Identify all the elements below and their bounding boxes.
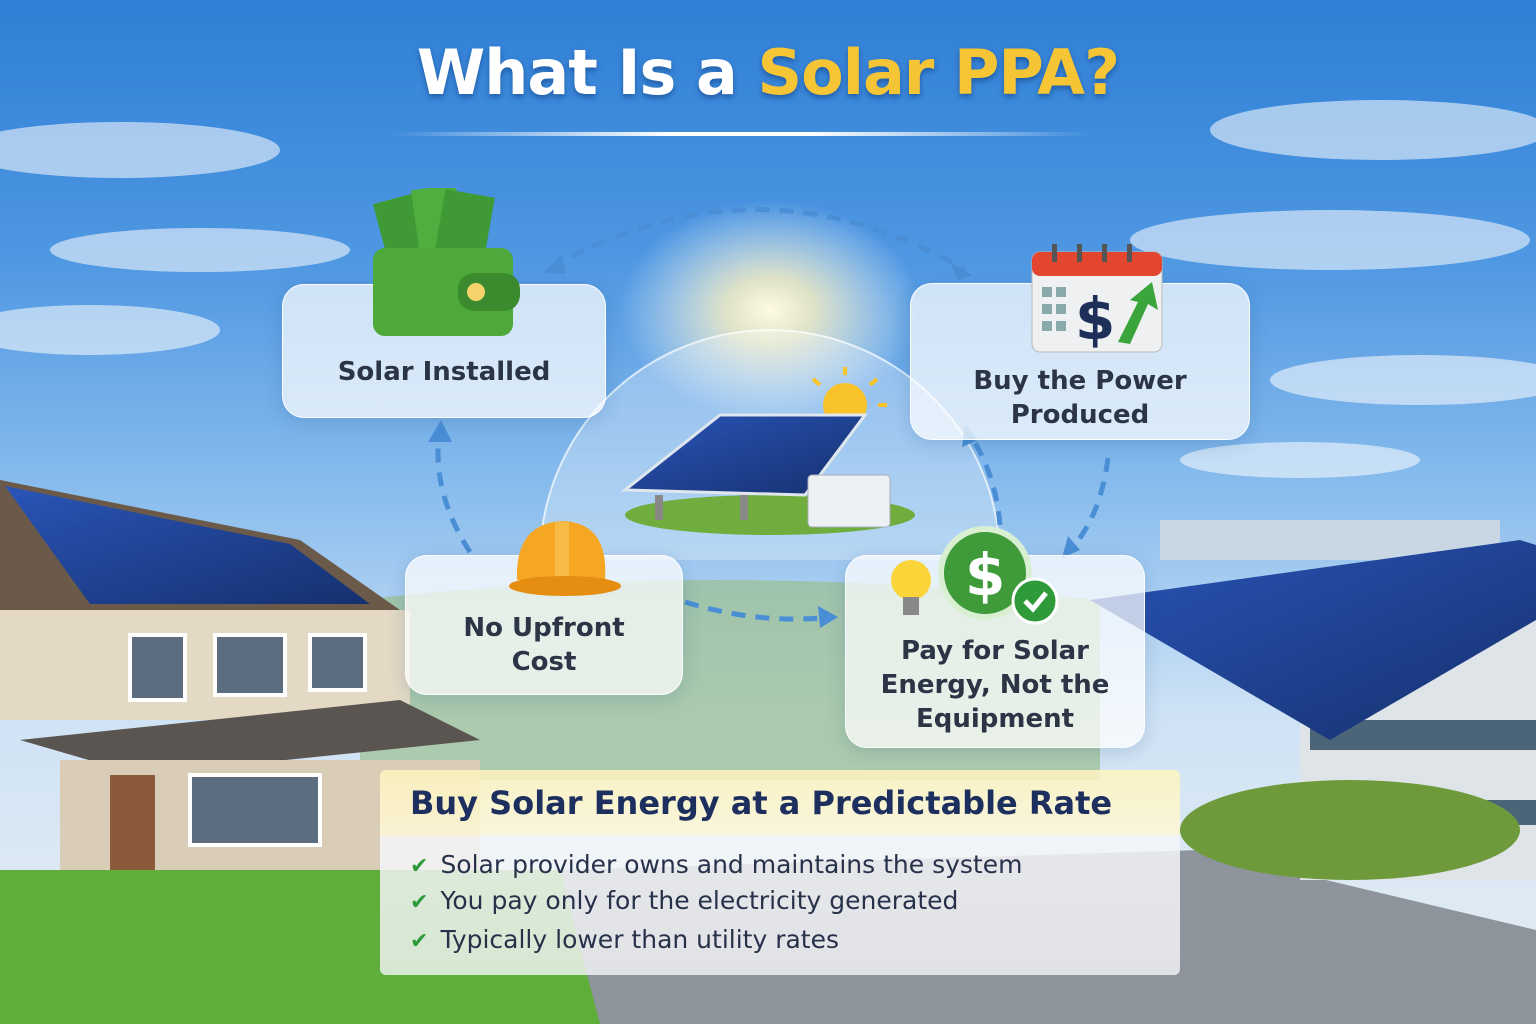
sun-glow xyxy=(620,200,920,420)
step-pay-for-energy: Pay for Solar Energy, Not the Equipment xyxy=(845,555,1145,748)
step-label-line2: Produced xyxy=(1010,400,1150,430)
title-divider xyxy=(390,132,1090,136)
arrow-buy-to-pay xyxy=(1066,457,1111,554)
summary-bullet: ✔ Solar provider owns and maintains the s… xyxy=(410,850,1022,879)
step-label-line1: Pay for Solar xyxy=(900,636,1090,666)
check-icon: ✔ xyxy=(410,854,429,879)
arrow-cost-to-pay xyxy=(684,599,831,622)
arrow-pay-to-buy xyxy=(965,430,1003,526)
page-title: What Is a Solar PPA? xyxy=(0,36,1536,109)
bullet-text: You pay only for the electricity generat… xyxy=(440,886,959,915)
step-label-line1: Buy the Power xyxy=(973,366,1187,396)
summary-panel: Buy Solar Energy at a Predictable Rate ✔… xyxy=(380,770,1180,975)
step-label-line2: Cost xyxy=(511,647,577,677)
solar-panel-with-sun-icon xyxy=(620,367,915,535)
svg-text:$: $ xyxy=(1075,285,1115,353)
title-highlight: Solar PPA? xyxy=(757,36,1120,109)
commercial-building-illustration xyxy=(1090,520,1536,880)
step-label-line2: Energy, Not the xyxy=(880,670,1110,700)
summary-heading: Buy Solar Energy at a Predictable Rate xyxy=(410,784,1113,822)
flow-arrows xyxy=(435,207,1111,622)
step-solar-installed: Solar Installed xyxy=(282,284,606,418)
summary-bullet: ✔ You pay only for the electricity genera… xyxy=(410,886,958,915)
title-prefix: What Is a xyxy=(416,36,758,109)
step-label: Solar Installed xyxy=(337,357,551,387)
wallet-with-cash-icon xyxy=(372,188,520,336)
step-label-line3: Equipment xyxy=(915,704,1075,734)
svg-text:$: $ xyxy=(965,541,1005,609)
bullet-text: Solar provider owns and maintains the sy… xyxy=(440,850,1023,879)
check-icon: ✔ xyxy=(410,890,429,915)
arrow-installed-to-buy xyxy=(548,207,967,273)
summary-bullet: ✔ Typically lower than utility rates xyxy=(410,925,839,954)
step-no-upfront-cost: No Upfront Cost xyxy=(405,555,683,695)
check-icon: ✔ xyxy=(410,929,429,954)
bullet-text: Typically lower than utility rates xyxy=(440,925,840,954)
calendar-dollar-arrow-icon: $ xyxy=(1031,244,1163,353)
arrow-cost-to-installed xyxy=(435,427,473,554)
step-label-line1: No Upfront xyxy=(463,613,625,643)
lightbulb-dollar-check-icon: $ xyxy=(891,526,1059,625)
clouds xyxy=(0,100,1536,478)
hard-hat-icon xyxy=(509,521,621,596)
